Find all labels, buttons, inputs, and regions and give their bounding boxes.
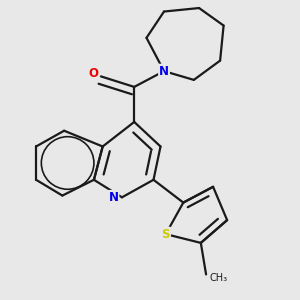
Text: N: N [159, 64, 169, 78]
Text: O: O [88, 67, 98, 80]
Text: CH₃: CH₃ [210, 273, 228, 283]
Text: S: S [161, 228, 170, 241]
Text: N: N [109, 191, 118, 204]
